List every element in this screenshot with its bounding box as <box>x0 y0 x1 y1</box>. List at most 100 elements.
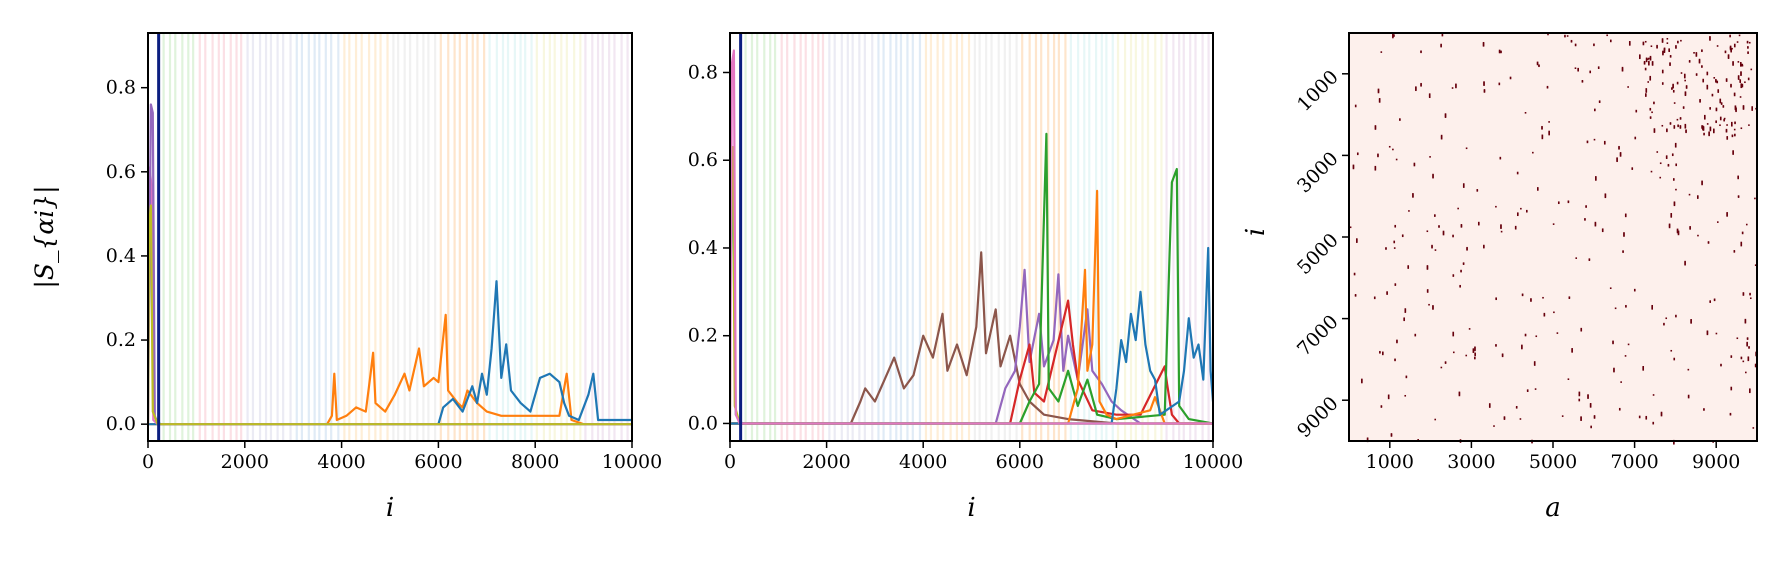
heatmap-cell <box>1526 209 1528 212</box>
heatmap-cell <box>1730 83 1732 86</box>
heatmap-cell <box>1659 162 1662 165</box>
heatmap-cell <box>1652 394 1655 396</box>
heatmap-cell <box>1752 427 1755 429</box>
heatmap-cell <box>1578 398 1581 401</box>
heatmap-cell <box>1533 362 1536 364</box>
background-band <box>763 33 766 441</box>
background-band <box>453 33 456 441</box>
heatmap-cell <box>1751 109 1753 111</box>
y-tick-label: 3000 <box>1293 148 1343 198</box>
heatmap-cell <box>1674 145 1677 148</box>
heatmap-cell <box>1661 82 1664 84</box>
background-band <box>990 33 993 441</box>
heatmap-cell <box>1548 133 1550 136</box>
background-band <box>871 33 874 441</box>
background-band <box>863 33 866 441</box>
heatmap-cell <box>1696 197 1699 199</box>
heatmap-cell <box>1509 77 1512 80</box>
heatmap-cell <box>1483 82 1485 84</box>
heatmap-cell <box>1434 215 1436 217</box>
heatmap-cell <box>1706 330 1709 333</box>
heatmap-cell <box>1643 63 1646 65</box>
heatmap-cell <box>1645 89 1648 91</box>
heatmap-cell <box>1740 242 1743 245</box>
heatmap-cell <box>1656 151 1659 153</box>
heatmap-cell <box>1472 350 1475 352</box>
heatmap-cell <box>1557 201 1560 204</box>
heatmap-cell <box>1392 35 1394 38</box>
heatmap-cell <box>1604 196 1607 199</box>
heatmap-cell <box>1382 352 1384 355</box>
background-band <box>560 33 563 441</box>
background-band <box>330 33 333 441</box>
series-group <box>148 103 632 426</box>
heatmap-cell <box>1393 241 1396 244</box>
y-tick-label: 0.0 <box>106 413 136 435</box>
heatmap-cell <box>1503 418 1506 420</box>
background-band <box>439 33 442 441</box>
heatmap-cell <box>1595 176 1597 178</box>
heatmap-cell <box>1393 35 1395 37</box>
heatmap-cell <box>1708 131 1710 134</box>
heatmap-cell <box>1661 69 1664 72</box>
heatmap-cell <box>1552 223 1555 225</box>
heatmap-cell <box>1740 84 1743 87</box>
heatmap-cell <box>1361 381 1363 384</box>
heatmap-cell <box>1420 83 1422 86</box>
heatmap-cell <box>1580 417 1582 419</box>
heatmap-cell <box>1536 63 1539 66</box>
heatmap-cell <box>1651 64 1654 66</box>
heatmap-cell <box>1621 68 1624 71</box>
heatmap-cell <box>1587 394 1589 396</box>
heatmap-cell <box>1452 274 1455 276</box>
heatmap-cell <box>1741 63 1744 66</box>
heatmap-cell <box>1536 61 1539 64</box>
heatmap-cell <box>1618 408 1621 411</box>
heatmap-cell <box>1749 388 1751 391</box>
heatmap-cell <box>1354 295 1357 297</box>
heatmap-cell <box>1754 365 1757 368</box>
heatmap-cell <box>1676 81 1679 84</box>
heatmap-cell <box>1737 177 1739 180</box>
heatmap-cell <box>1651 305 1653 308</box>
heatmap-cell <box>1732 152 1734 154</box>
heatmap-cell <box>1622 251 1624 253</box>
background-band <box>198 33 201 441</box>
heatmap-cell <box>1746 341 1748 344</box>
heatmap-cell <box>1750 68 1753 71</box>
heatmap-cell <box>1633 288 1636 291</box>
heatmap-cell <box>1684 260 1686 263</box>
background-band <box>955 33 959 441</box>
heatmap-cell <box>1734 121 1736 124</box>
background-band <box>408 33 412 441</box>
heatmap-cell <box>1595 177 1597 179</box>
background-band <box>911 33 914 441</box>
background-band <box>313 33 316 441</box>
background-band <box>626 33 629 441</box>
heatmap-cell <box>1661 41 1664 43</box>
heatmap-cell <box>1621 67 1624 70</box>
heatmap-cell <box>1455 83 1457 86</box>
heatmap-cell <box>1577 69 1579 72</box>
heatmap-cell <box>1628 43 1631 45</box>
heatmap-cell <box>1431 245 1433 248</box>
heatmap-cell <box>1628 42 1631 44</box>
heatmap-cell <box>1541 128 1543 130</box>
heatmap-cell <box>1666 42 1669 44</box>
background-band <box>750 33 754 441</box>
background-band <box>924 33 928 441</box>
heatmap-cell <box>1428 303 1430 306</box>
heatmap-cell <box>1680 39 1682 42</box>
background-band <box>591 33 594 441</box>
heatmap-cell <box>1603 141 1606 144</box>
heatmap-cell <box>1731 47 1733 50</box>
heatmap-cell <box>1584 219 1586 221</box>
heatmap-cell <box>1669 123 1672 125</box>
heatmap-cell <box>1458 393 1461 396</box>
heatmap-cell <box>1466 247 1468 250</box>
heatmap-cell <box>1500 226 1502 228</box>
heatmap-cell <box>1460 225 1463 227</box>
heatmap-cell <box>1578 393 1581 396</box>
heatmap-cell <box>1670 215 1673 217</box>
heatmap-cell <box>1354 294 1357 296</box>
